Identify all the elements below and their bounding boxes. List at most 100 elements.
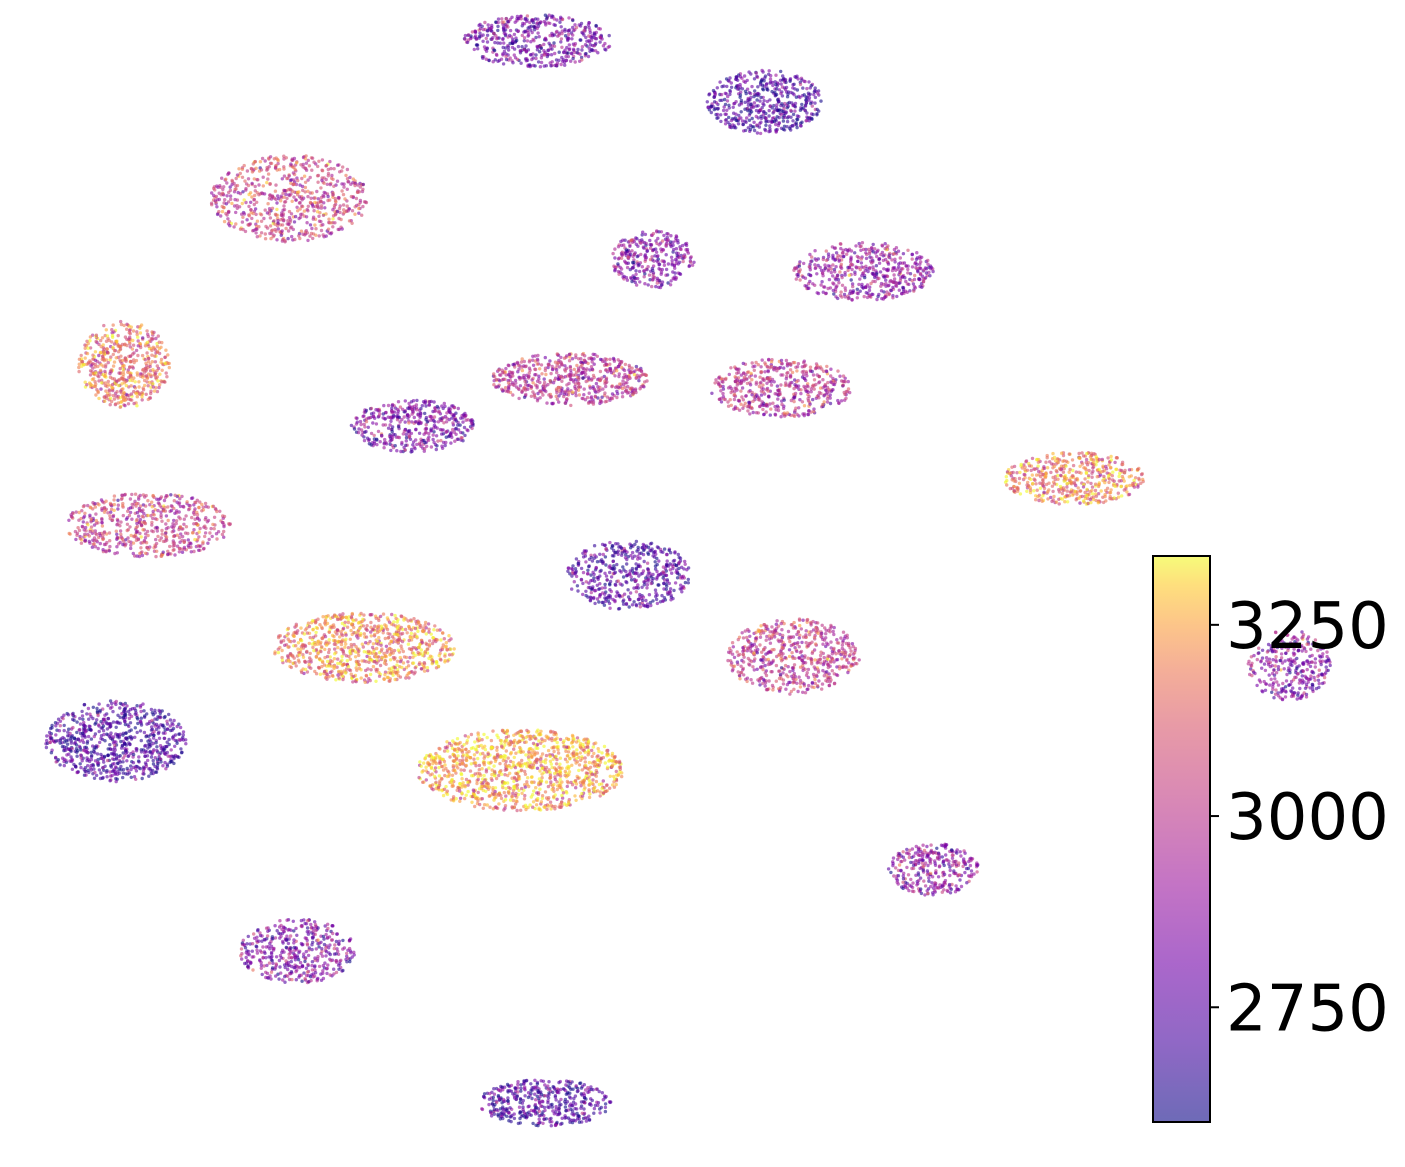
scatter-point: [255, 224, 259, 228]
scatter-point: [648, 238, 652, 243]
scatter-point: [581, 31, 585, 35]
scatter-point: [686, 251, 690, 255]
scatter-point: [93, 362, 98, 367]
scatter-point: [851, 289, 856, 293]
scatter-point: [583, 25, 587, 30]
scatter-point: [775, 103, 779, 107]
scatter-point: [801, 106, 805, 110]
scatter-point: [1107, 474, 1111, 478]
scatter-point: [283, 240, 287, 244]
scatter-point: [580, 352, 585, 357]
scatter-point: [393, 444, 397, 448]
scatter-point: [536, 17, 540, 21]
scatter-point: [494, 385, 498, 389]
scatter-point: [901, 285, 905, 290]
scatter-point: [721, 108, 726, 113]
scatter-point: [906, 248, 910, 252]
scatter-point: [349, 194, 354, 199]
scatter-point: [320, 178, 324, 182]
scatter-point: [622, 277, 626, 281]
scatter-point: [347, 219, 352, 223]
scatter-point: [567, 47, 571, 52]
scatter-point: [1100, 457, 1105, 462]
scatter-point: [520, 376, 525, 380]
scatter-point: [148, 362, 152, 366]
scatter-point: [308, 200, 313, 205]
scatter-point: [324, 234, 328, 238]
scatter-point: [819, 283, 823, 287]
scatter-point: [910, 257, 914, 261]
scatter-point: [664, 243, 668, 247]
scatter-point: [520, 368, 525, 373]
scatter-point: [381, 423, 385, 427]
scatter-point: [751, 410, 755, 415]
scatter-point: [843, 270, 847, 275]
scatter-point: [307, 164, 312, 168]
scatter-point: [275, 224, 280, 228]
scatter-point: [581, 376, 585, 380]
scatter-point: [155, 525, 159, 530]
scatter-point: [883, 246, 887, 251]
scatter-point: [381, 412, 385, 416]
scatter-point: [820, 271, 825, 275]
scatter-point: [220, 204, 224, 209]
scatter-point: [1108, 495, 1112, 499]
scatter-point: [478, 31, 482, 35]
scatter-point: [303, 157, 308, 161]
scatter-point: [656, 236, 660, 241]
scatter-point: [807, 119, 811, 123]
scatter-point: [777, 366, 781, 370]
scatter-point: [613, 247, 617, 251]
scatter-point: [1061, 470, 1066, 474]
scatter-point: [811, 397, 815, 402]
scatter-point: [536, 24, 541, 28]
scatter-point: [321, 233, 325, 237]
scatter-point: [749, 371, 753, 376]
scatter-point: [894, 252, 899, 256]
scatter-point: [526, 26, 530, 30]
scatter-point: [727, 106, 731, 110]
scatter-point: [432, 419, 436, 423]
scatter-point: [122, 390, 126, 395]
scatter-point: [276, 194, 280, 198]
scatter-point: [529, 40, 533, 44]
scatter-point: [1029, 477, 1033, 482]
scatter-point: [222, 185, 226, 189]
scatter-point: [764, 403, 769, 407]
scatter-point: [109, 399, 114, 404]
scatter-point: [746, 103, 751, 108]
scatter-point: [880, 244, 885, 248]
scatter-point: [454, 417, 458, 422]
scatter-cluster: [1003, 451, 1145, 506]
scatter-point: [728, 76, 732, 80]
scatter-point: [369, 406, 374, 411]
scatter-point: [522, 47, 526, 52]
scatter-point: [859, 257, 863, 261]
scatter-point: [669, 255, 674, 259]
scatter-point: [240, 201, 244, 206]
scatter-point: [263, 159, 267, 163]
scatter-point: [123, 398, 127, 403]
scatter-point: [501, 37, 505, 42]
scatter-point: [434, 434, 439, 438]
scatter-point: [553, 51, 557, 56]
scatter-point: [1075, 490, 1079, 494]
scatter-point: [140, 398, 144, 402]
scatter-point: [838, 242, 843, 246]
scatter-point: [529, 394, 534, 398]
scatter-point: [424, 415, 429, 420]
scatter-point: [276, 219, 280, 223]
scatter-point: [771, 83, 775, 88]
scatter-point: [131, 343, 136, 347]
scatter-point: [802, 261, 806, 266]
scatter-point: [634, 283, 639, 287]
scatter-point: [918, 256, 922, 261]
scatter-point: [1109, 454, 1113, 459]
scatter-point: [823, 266, 828, 270]
scatter-point: [559, 37, 564, 41]
scatter-point: [302, 174, 307, 178]
scatter-point: [386, 426, 391, 430]
scatter-point: [750, 378, 754, 382]
scatter-point: [410, 407, 414, 412]
scatter-point: [833, 246, 838, 250]
